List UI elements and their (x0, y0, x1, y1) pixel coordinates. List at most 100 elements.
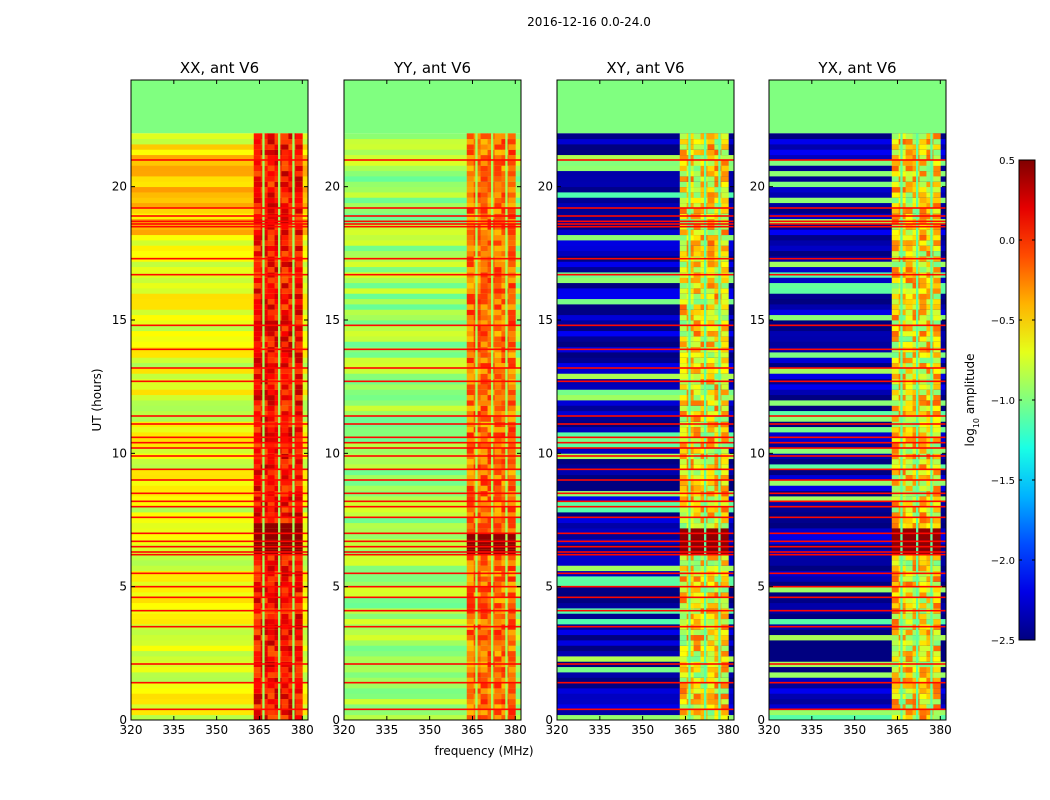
rfi-cell (933, 448, 941, 454)
time-strip (131, 192, 308, 198)
rfi-cell (466, 336, 475, 342)
rfi-cell (926, 160, 934, 166)
time-strip (131, 672, 308, 678)
rfi-cell (933, 352, 941, 358)
rfi-cell (501, 160, 509, 166)
time-strip (557, 170, 734, 177)
rfi-cell (494, 405, 502, 412)
rfi-cell (891, 298, 900, 305)
rfi-cell (494, 714, 502, 720)
rfi-cell (288, 336, 296, 342)
rfi-cell (295, 704, 303, 710)
rfi-cell (707, 234, 715, 241)
rfi-cell (508, 208, 516, 214)
rfi-cell (508, 480, 516, 486)
rfi-cell (288, 149, 296, 156)
time-strip (769, 336, 946, 342)
rfi-cell (466, 709, 475, 716)
rfi-cell (501, 565, 509, 572)
rfi-cell (891, 506, 900, 513)
rfi-cell (480, 698, 488, 705)
rfi-cell (466, 405, 475, 412)
rfi-cell (466, 389, 475, 396)
rfi-cell (494, 592, 502, 598)
x-tick-label: 380 (504, 723, 527, 737)
rfi-cell (295, 208, 303, 214)
rfi-cell (267, 245, 275, 252)
rfi-cell (466, 656, 475, 662)
rfi-cell (679, 186, 688, 193)
rfi-cell (905, 181, 913, 188)
rfi-cell (295, 325, 303, 332)
rfi-cell (693, 165, 701, 172)
rfi-cell (494, 229, 502, 236)
rfi-cell (281, 154, 289, 161)
rfi-cell (288, 634, 296, 641)
rfi-cell (281, 474, 289, 481)
rfi-cell (508, 325, 516, 332)
rfi-cell (494, 277, 502, 284)
rfi-cell (707, 432, 715, 438)
rfi-cell (714, 560, 722, 566)
rfi-cell (891, 394, 900, 401)
rfi-cell (933, 506, 941, 513)
rfi-cell (267, 368, 275, 374)
time-strip (557, 282, 734, 289)
rfi-cell (721, 362, 729, 369)
rfi-cell (926, 501, 934, 508)
rfi-cell (721, 250, 729, 257)
rfi-cell (295, 138, 303, 145)
rfi-cell (721, 426, 729, 433)
colorbar-tick-label: −1.5 (991, 476, 1015, 487)
rfi-cell (891, 501, 900, 508)
rfi-cell (919, 165, 927, 172)
rfi-cell (501, 698, 509, 705)
rfi-cell (288, 442, 296, 449)
rfi-cell (501, 645, 509, 652)
time-strip (344, 282, 521, 289)
rfi-cell (919, 709, 927, 716)
rfi-cell (926, 522, 934, 529)
rfi-cell (905, 714, 913, 720)
flagged-row (557, 540, 734, 543)
rfi-cell (919, 266, 927, 273)
rfi-cell (295, 629, 303, 636)
rfi-cell (693, 325, 701, 332)
rfi-cell (679, 304, 688, 310)
rfi-cell (267, 288, 275, 294)
rfi-cell (508, 336, 516, 342)
rfi-cell (919, 629, 927, 636)
rfi-cell (501, 368, 509, 374)
rfi-cell (253, 208, 262, 214)
rfi-cell (721, 320, 729, 326)
rfi-cell (693, 154, 701, 161)
rfi-cell (466, 394, 475, 401)
rfi-cell (281, 416, 289, 422)
rfi-cell (891, 458, 900, 465)
rfi-cell (295, 613, 303, 620)
rfi-cell (253, 288, 262, 294)
rfi-cell (295, 357, 303, 364)
rfi-cell (679, 362, 688, 369)
time-strip (769, 506, 946, 513)
rfi-cell (494, 165, 502, 172)
rfi-cell (508, 533, 516, 540)
rfi-cell (905, 688, 913, 694)
rfi-cell (707, 688, 715, 694)
rfi-cell (253, 698, 262, 705)
rfi-cell (693, 650, 701, 657)
rfi-cell (295, 597, 303, 604)
rfi-cell (714, 698, 722, 705)
y-tick-label: 5 (332, 580, 340, 594)
rfi-cell (281, 528, 289, 534)
rfi-cell (288, 410, 296, 417)
rfi-cell (891, 304, 900, 310)
time-strip (769, 640, 946, 646)
rfi-cell (295, 394, 303, 401)
rfi-cell (295, 197, 303, 204)
rfi-cell (466, 154, 475, 161)
rfi-cell (707, 474, 715, 481)
rfi-cell (267, 448, 275, 454)
rfi-cell (501, 165, 509, 172)
rfi-cell (267, 458, 275, 465)
